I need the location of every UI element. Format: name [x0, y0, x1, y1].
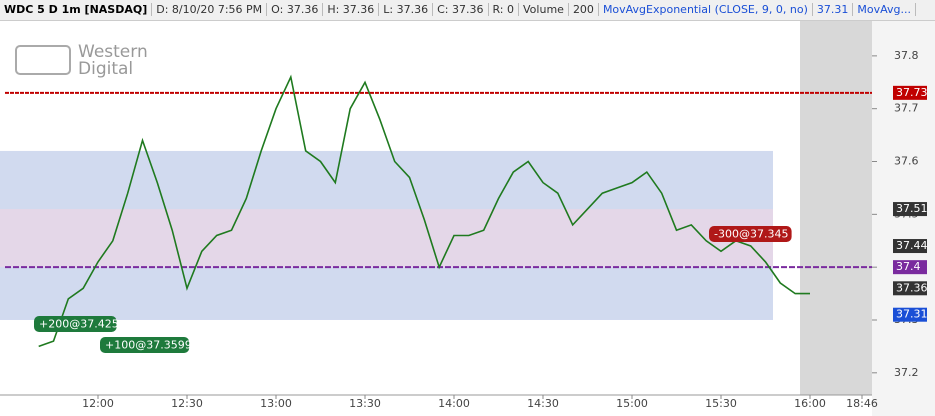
- price-tag: [893, 307, 927, 322]
- header-field: MovAvgExponential (CLOSE, 9, 0, no): [598, 3, 813, 16]
- order-label-bg: [709, 226, 792, 242]
- price-tag-label: 37.73: [896, 86, 928, 99]
- x-tick-label: 12:30: [171, 397, 203, 410]
- logo-mark: [15, 45, 71, 75]
- order-label: -300@37.345: [714, 228, 788, 241]
- header-field: C: 37.36: [433, 3, 489, 16]
- x-tick-label: 14:30: [527, 397, 559, 410]
- price-tag: [893, 260, 927, 275]
- x-tick-label: 12:00: [82, 397, 114, 410]
- x-tick-label: 13:00: [260, 397, 292, 410]
- price-line: [38, 74, 810, 348]
- price-tag-label: 37.51: [896, 202, 928, 215]
- x-tick-label: 15:00: [616, 397, 648, 410]
- order-label: +200@37.425: [39, 318, 119, 331]
- zone: [0, 209, 773, 268]
- order-label: +100@37.3599: [105, 339, 192, 352]
- header-field: D: 8/10/20 7:56 PM: [152, 3, 268, 16]
- x-tick-label: 18:46: [846, 397, 878, 410]
- y-tick-label: 37.6: [894, 155, 919, 168]
- x-tick-label: 14:00: [438, 397, 470, 410]
- price-tag-label: 37.4: [896, 260, 921, 273]
- y-tick-label: 37.8: [894, 49, 919, 62]
- header-field: 200: [568, 3, 599, 16]
- price-tag: [893, 202, 927, 217]
- price-tag: [893, 281, 927, 296]
- header-field: O: 37.36: [267, 3, 324, 16]
- x-tick-label: 13:30: [349, 397, 381, 410]
- y-tick-label: 37.2: [894, 366, 919, 379]
- header-field: H: 37.36: [323, 3, 380, 16]
- x-tick-label: 15:30: [705, 397, 737, 410]
- order-label-bg: [100, 337, 190, 353]
- x-tick-label: 16:00: [794, 397, 826, 410]
- price-tag: [893, 85, 927, 100]
- header-field: L: 37.36: [379, 3, 434, 16]
- price-tag-label: 37.44: [896, 239, 928, 252]
- price-tag-label: 37.31: [896, 308, 928, 321]
- header-bar: WDC 5 D 1m [NASDAQ] D: 8/10/20 7:56 PM O: …: [0, 0, 935, 21]
- price-tag-label: 37.36: [896, 281, 928, 294]
- logo-text: Digital: [78, 59, 133, 79]
- order-label-bg: [34, 316, 117, 332]
- header-field: MovAvg...: [853, 3, 916, 16]
- header-field: Volume: [519, 3, 569, 16]
- y-tick-label: 37.7: [894, 102, 919, 115]
- header-field: R: 0: [488, 3, 520, 16]
- header-field: 37.31: [812, 3, 854, 16]
- logo-text: Western: [78, 42, 148, 62]
- price-tag: [893, 239, 927, 254]
- header-field: WDC 5 D 1m [NASDAQ]: [0, 3, 153, 16]
